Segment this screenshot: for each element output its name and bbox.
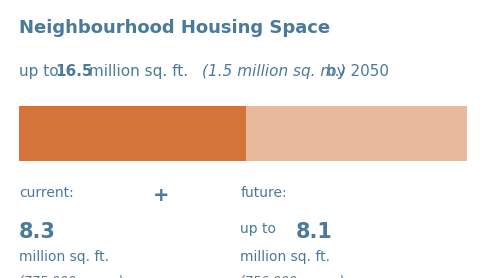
Text: Neighbourhood Housing Space: Neighbourhood Housing Space — [19, 19, 330, 38]
Text: up to: up to — [240, 222, 280, 236]
Text: current:: current: — [19, 186, 74, 200]
Text: by 2050: by 2050 — [322, 64, 388, 79]
Text: million sq. ft.: million sq. ft. — [240, 250, 330, 264]
Text: (775,000 sq. m.): (775,000 sq. m.) — [19, 275, 123, 278]
Text: 8.1: 8.1 — [295, 222, 332, 242]
Bar — [19, 106, 245, 161]
Text: (756,000 sq. m.): (756,000 sq. m.) — [240, 275, 344, 278]
Text: 16.5: 16.5 — [55, 64, 93, 79]
Text: 8.3: 8.3 — [19, 222, 56, 242]
Bar — [245, 106, 466, 161]
Text: million sq. ft.: million sq. ft. — [84, 64, 193, 79]
Text: +: + — [153, 186, 169, 205]
Text: future:: future: — [240, 186, 287, 200]
Text: up to: up to — [19, 64, 64, 79]
Text: million sq. ft.: million sq. ft. — [19, 250, 109, 264]
Text: (1.5 million sq. m.): (1.5 million sq. m.) — [202, 64, 346, 79]
